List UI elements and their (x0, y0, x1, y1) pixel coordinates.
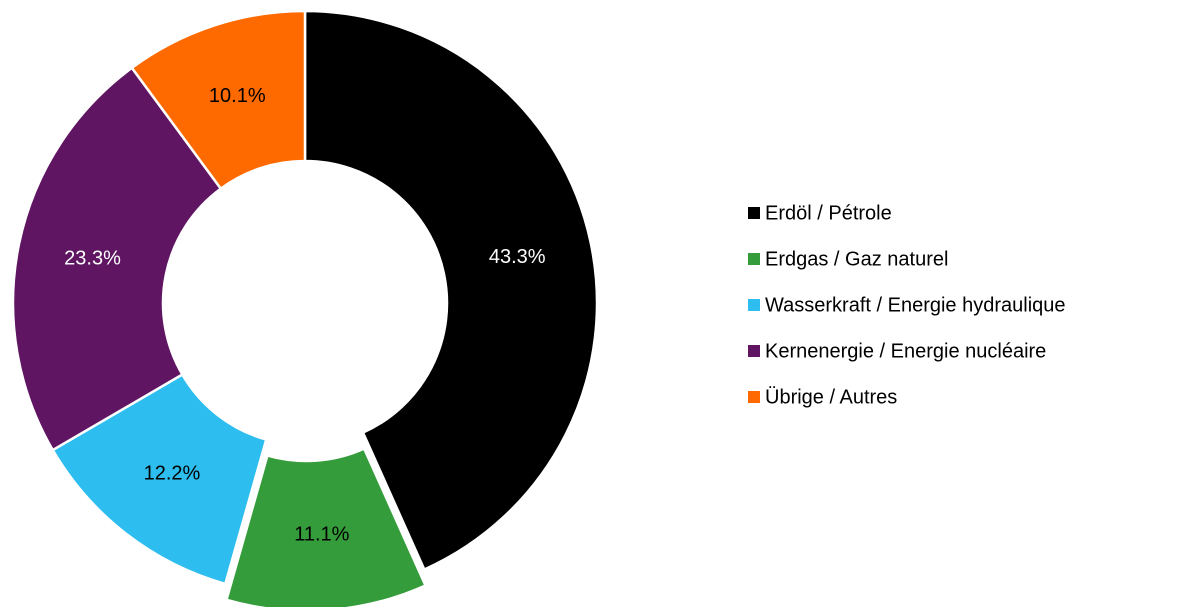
slice-label: 12.2% (144, 463, 201, 485)
slice-label: 11.1% (294, 524, 349, 546)
legend-label: Erdgas / Gaz naturel (765, 248, 948, 270)
legend-swatch (748, 391, 760, 403)
legend-label: Übrige / Autres (765, 386, 897, 408)
slice-label: 23.3% (64, 247, 121, 269)
donut-slice (130, 9, 307, 191)
donut-slice (303, 9, 599, 572)
donut-slice (224, 446, 428, 607)
legend-swatch (748, 253, 760, 265)
legend-swatch (748, 345, 760, 357)
slice-label: 10.1% (209, 85, 266, 107)
donut-slice (51, 372, 268, 586)
legend-swatch (748, 207, 760, 219)
donut-slice (11, 66, 223, 452)
legend-label: Erdöl / Pétrole (765, 202, 892, 224)
legend-label: Kernenergie / Energie nucléaire (765, 340, 1046, 362)
legend-label: Wasserkraft / Energie hydraulique (765, 294, 1066, 316)
slice-label: 43.3% (489, 246, 546, 268)
legend-swatch (748, 299, 760, 311)
